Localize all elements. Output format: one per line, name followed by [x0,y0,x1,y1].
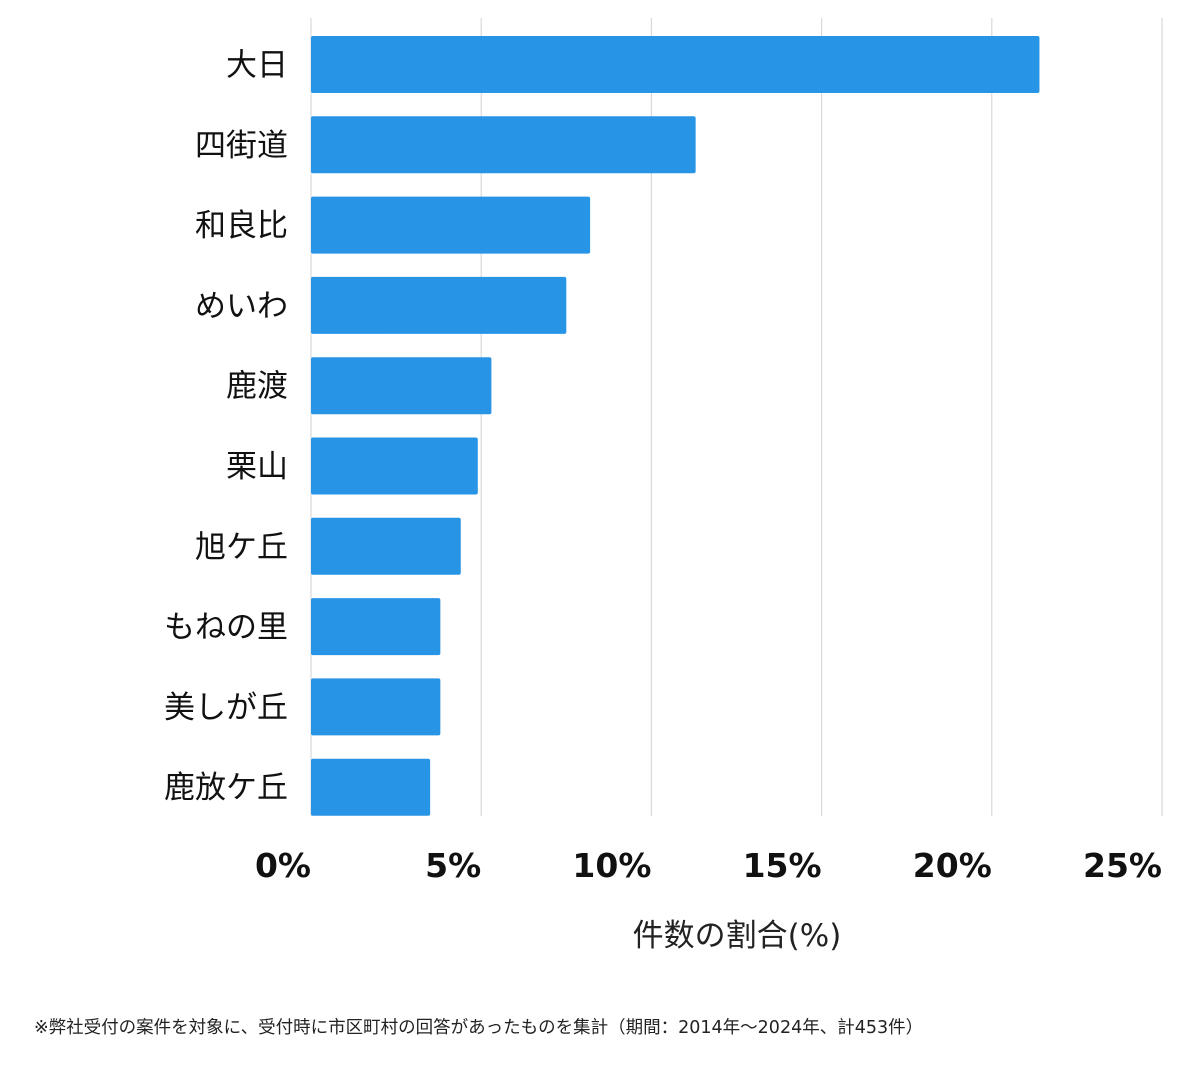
x-tick-label: 15% [743,846,822,885]
bar [311,598,441,656]
bar [311,276,567,334]
x-tick-label: 0% [255,846,311,885]
bars [311,36,1040,816]
bar [311,357,492,415]
category-label: 鹿放ケ丘 [164,770,288,806]
x-tick-label: 10% [572,846,651,885]
category-label: 栗山 [226,449,288,485]
bar [311,437,478,495]
category-label: めいわ [195,288,288,324]
bar [311,758,431,816]
x-tick-label: 25% [1083,846,1162,885]
category-label: 大日 [226,48,288,84]
bar [311,517,461,575]
x-tick-label: 5% [425,846,481,885]
x-tick-labels: 0% 5% 10% 15% 20% 25% [255,846,1162,885]
category-label: 四街道 [195,128,288,164]
bar [311,196,591,254]
category-label: 和良比 [195,208,288,244]
category-label: 旭ケ丘 [195,529,288,565]
category-label: もねの里 [164,610,288,646]
x-tick-label: 20% [913,846,992,885]
category-label: 鹿渡 [226,369,288,405]
category-label: 美しが丘 [164,690,288,726]
bar [311,678,441,736]
bar [311,116,696,174]
footnote: ※弊社受付の案件を対象に、受付時に市区町村の回答があったものを集計（期間：201… [34,1018,924,1038]
x-axis-title: 件数の割合(%) [633,918,842,954]
bar [311,36,1040,93]
